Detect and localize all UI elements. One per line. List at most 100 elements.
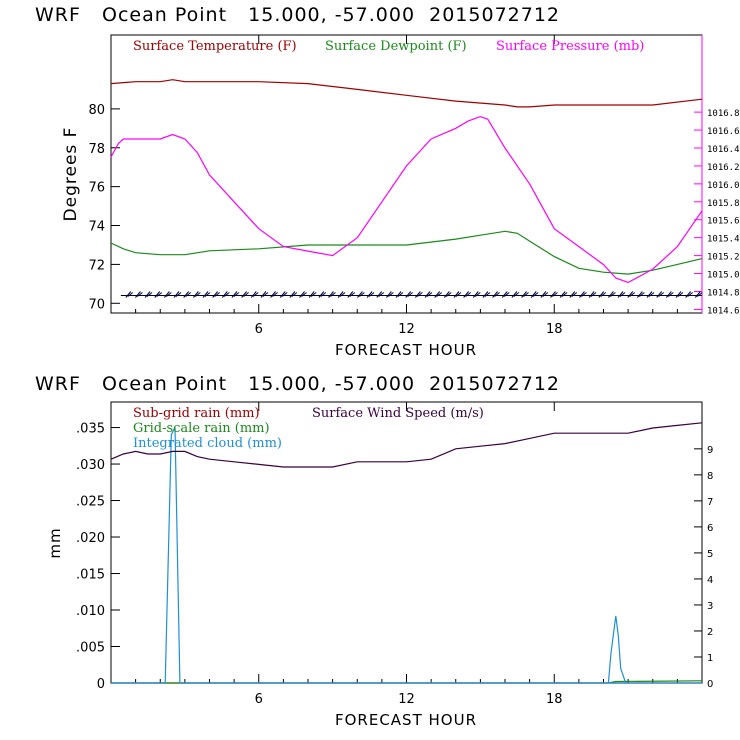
x-tick-label-12: 12 [398, 692, 415, 707]
wind-barb [530, 291, 539, 298]
wind-barb [241, 291, 249, 298]
bottom-series-lines [110, 422, 703, 684]
y2-tick-label-2: 2 [707, 627, 713, 638]
y-tick-label-.025: .025 [76, 495, 105, 510]
y2-tick-label-1014.6: 1014.6 [707, 306, 740, 316]
wind-barb [492, 291, 500, 298]
wind-barbs [120, 291, 703, 298]
wind-barb [521, 291, 529, 298]
precipitation-wind-chart: WRF Ocean Point 15.000, -57.000 20150727… [35, 373, 713, 729]
top-y-axis-label: Degrees F [61, 127, 81, 222]
bottom-chart-title: WRF Ocean Point 15.000, -57.000 20150727… [35, 373, 560, 395]
y2-tick-label-1: 1 [707, 653, 713, 664]
wind-barb [347, 291, 356, 298]
wind-barb [569, 291, 578, 298]
x-tick-label-12: 12 [398, 322, 415, 337]
y2-tick-label-8: 8 [707, 471, 713, 482]
wind-barb [694, 291, 703, 298]
wind-barb [270, 291, 278, 298]
top-x-axis-label: FORECAST HOUR [335, 341, 477, 359]
y2-tick-label-1016.8: 1016.8 [707, 109, 740, 119]
top-chart-title: WRF Ocean Point 15.000, -57.000 20150727… [35, 4, 560, 26]
wind-barb [328, 291, 336, 298]
y-tick-label-0: 0 [97, 677, 105, 692]
y2-tick-label-4: 4 [707, 575, 713, 586]
y2-tick-label-5: 5 [707, 549, 713, 560]
y-tick-label-.010: .010 [76, 604, 105, 619]
wind-barb [212, 291, 220, 298]
wind-barb [598, 291, 607, 298]
legend-surface-wind-speed: Surface Wind Speed (m/s) [312, 406, 484, 421]
wind-barb [154, 291, 163, 298]
wind-barb [588, 291, 597, 298]
wind-barb [279, 291, 288, 298]
wind-barb [472, 291, 481, 298]
wind-barb [289, 291, 298, 298]
wind-barb [636, 291, 645, 298]
wind-barb [434, 291, 442, 298]
y2-tick-label-7: 7 [707, 497, 713, 508]
y2-tick-label-1016.2: 1016.2 [707, 163, 740, 173]
series-line-integrated-cloud-mm-1 [111, 427, 702, 684]
wind-barb [192, 291, 201, 298]
wind-barb [665, 291, 674, 298]
wind-barb [337, 291, 346, 298]
top-x-axis: 6 12 18 [135, 35, 678, 337]
series-line-surface-wind-speed-m-s [110, 422, 703, 468]
wind-barb [144, 291, 153, 298]
wind-barb [231, 291, 240, 298]
wind-barb [357, 291, 365, 298]
x-tick-label-18: 18 [546, 692, 563, 707]
y2-tick-label-1015.6: 1015.6 [707, 217, 740, 227]
wind-barb [685, 291, 693, 298]
wind-barb [675, 291, 684, 298]
wind-barb [135, 291, 143, 298]
wind-barb [559, 291, 568, 298]
top-series-lines [110, 79, 703, 284]
wind-barb [627, 291, 636, 298]
wind-barb [424, 291, 433, 298]
wind-barb [482, 291, 491, 298]
wind-barb [405, 291, 414, 298]
wind-barb [617, 291, 626, 298]
y2-tick-label-1015.2: 1015.2 [707, 253, 740, 263]
wind-barb [501, 291, 510, 298]
y-tick-label-.005: .005 [76, 641, 105, 656]
legend-surface-pressure: Surface Pressure (mb) [496, 39, 644, 54]
bottom-y-axis-label: mm [46, 527, 64, 558]
wind-barb [608, 291, 616, 298]
x-tick-label-18: 18 [546, 322, 563, 337]
series-line-integrated-cloud-mm-2 [607, 615, 627, 684]
bottom-y-axis: 0 .005 .010 .015 .020 .025 .030 .035 [76, 422, 120, 692]
wind-barb [308, 291, 317, 298]
y2-tick-label-1015.0: 1015.0 [707, 271, 740, 281]
y2-tick-label-1015.8: 1015.8 [707, 199, 740, 209]
legend-integrated-cloud: Integrated cloud (mm) [133, 436, 282, 451]
legend-surface-dewpoint: Surface Dewpoint (F) [325, 39, 467, 54]
y-tick-label-80: 80 [88, 103, 105, 118]
wind-barb [579, 291, 587, 298]
x-tick-label-6: 6 [255, 322, 263, 337]
series-line-surface-pressure-mb [110, 115, 703, 284]
x-tick-label-6: 6 [255, 692, 263, 707]
y-tick-label-72: 72 [88, 258, 105, 273]
wind-barb [173, 291, 182, 298]
series-line-surface-dewpoint-f [110, 230, 703, 275]
bottom-x-axis: 6 12 18 [135, 402, 678, 707]
y-tick-label-76: 76 [88, 181, 105, 196]
wind-barb [453, 291, 462, 298]
wind-barb [443, 291, 452, 298]
top-y-axis: 70 72 74 76 78 80 [88, 103, 120, 312]
y2-tick-label-1016.6: 1016.6 [707, 127, 740, 137]
y2-tick-label-6: 6 [707, 523, 713, 534]
wind-barb [414, 291, 423, 298]
legend-grid-scale-rain: Grid-scale rain (mm) [133, 421, 270, 436]
wind-barb [318, 291, 327, 298]
wind-barb [386, 291, 394, 298]
wind-barb [202, 291, 211, 298]
y-tick-label-78: 78 [88, 142, 105, 157]
y-tick-label-70: 70 [88, 297, 105, 312]
y2-tick-label-1015.4: 1015.4 [707, 235, 740, 245]
wind-barb [646, 291, 655, 298]
